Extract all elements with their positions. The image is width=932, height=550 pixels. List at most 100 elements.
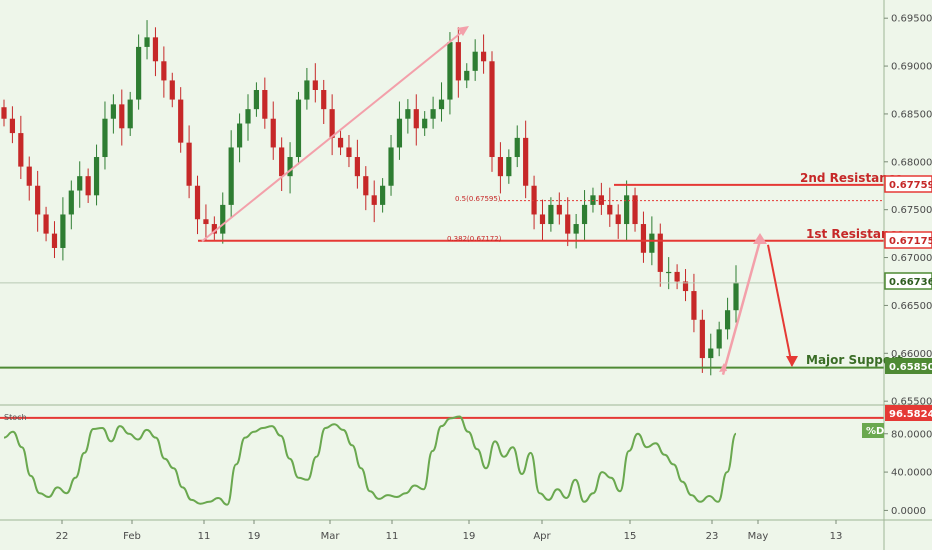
candle-body	[43, 214, 49, 234]
candle-body	[93, 157, 100, 196]
stoch-title: Stoch	[4, 413, 27, 422]
candle-body	[245, 109, 251, 124]
candle-body	[649, 233, 655, 253]
time-tick-label: 11	[386, 531, 399, 542]
candle-body	[573, 224, 579, 234]
price-tick-label: 0.69000	[891, 62, 932, 73]
time-tick-label: 19	[248, 531, 261, 542]
projection-down-line	[767, 244, 793, 366]
candle-body	[110, 104, 116, 119]
candle-body	[85, 176, 91, 196]
swing-arrow-head	[457, 26, 469, 36]
candle-body	[287, 157, 293, 177]
candle-body	[119, 104, 125, 129]
time-tick-label: Feb	[123, 531, 141, 542]
projection-low-head	[719, 363, 727, 372]
candle-body	[51, 233, 58, 248]
candle-body	[682, 281, 689, 292]
swing-arrow-line	[201, 27, 467, 243]
candle-body	[396, 118, 403, 148]
price-badge-res1: 0.67175	[889, 236, 932, 247]
candle-body	[615, 214, 621, 225]
time-tick-label: 22	[56, 531, 69, 542]
candle-body	[691, 291, 697, 320]
price-badge-last: 0.66736	[889, 277, 932, 288]
candle-body	[304, 80, 310, 100]
candle-body	[430, 109, 436, 119]
candle-body	[295, 99, 302, 158]
candle-body	[102, 118, 108, 158]
candle-body	[136, 46, 142, 100]
candle-body	[607, 204, 613, 215]
candles-group	[1, 20, 739, 376]
candle-body	[640, 224, 647, 253]
candle-body	[346, 147, 352, 158]
candle-body	[447, 42, 453, 100]
candle-body	[203, 219, 209, 225]
candle-body	[514, 137, 520, 158]
fib-05-label: 0.5(0.67595)	[455, 195, 501, 203]
candle-body	[144, 37, 150, 47]
time-tick-label: 11	[198, 531, 211, 542]
price-tick-label: 0.65500	[891, 397, 932, 408]
candle-body	[26, 166, 32, 186]
time-tick-label: 23	[706, 531, 719, 542]
candle-body	[18, 133, 24, 167]
candle-body	[329, 109, 335, 138]
candle-body	[632, 195, 638, 225]
candle-body	[152, 37, 159, 62]
time-tick-label: 13	[830, 531, 843, 542]
candle-body	[337, 137, 344, 148]
candle-body	[523, 137, 529, 186]
first-resistance-label: 1st Resistance	[806, 227, 905, 241]
time-tick-label: Apr	[533, 531, 551, 542]
price-tick-label: 0.67500	[891, 205, 932, 216]
fib-0382-label: 0.382(0.67172)	[447, 235, 502, 243]
price-tick-label: 0.67000	[891, 253, 932, 264]
stoch-group	[0, 415, 884, 506]
price-badge-res1-bg	[884, 231, 932, 249]
candle-body	[464, 70, 470, 81]
time-tick-label: 19	[463, 531, 476, 542]
stoch-line	[3, 415, 737, 506]
candle-body	[699, 319, 705, 359]
stoch-badge: 96.5824	[889, 409, 932, 420]
candle-body	[506, 157, 512, 177]
second-resistance-label: 2nd Resistance	[800, 171, 903, 185]
candle-body	[539, 214, 546, 225]
candle-body	[388, 147, 394, 186]
time-tick-label: Mar	[321, 531, 341, 542]
candle-body	[363, 176, 369, 196]
candle-body	[371, 195, 377, 205]
candle-body	[35, 185, 41, 215]
candle-body	[186, 142, 192, 186]
candle-body	[321, 90, 327, 110]
candle-body	[380, 185, 386, 205]
candle-body	[472, 51, 478, 71]
candle-body	[666, 271, 672, 274]
candle-body	[497, 157, 504, 177]
price-badge-res2-bg	[884, 175, 932, 193]
time-tick-label: 15	[624, 531, 637, 542]
candle-body	[455, 42, 461, 81]
price-tick-label: 0.66000	[891, 349, 932, 360]
candle-body	[1, 107, 7, 119]
candle-body	[262, 90, 268, 119]
candle-body	[77, 176, 83, 191]
candle-body	[220, 204, 226, 234]
stoch-tick-label: 0.0000	[891, 506, 926, 517]
stoch-badge-bg	[885, 405, 932, 421]
candle-body	[716, 329, 722, 349]
candle-body	[556, 204, 562, 215]
candle-body	[581, 204, 588, 225]
candle-body	[674, 271, 680, 282]
candle-body	[733, 282, 739, 311]
levels-group	[0, 26, 884, 375]
candle-body	[708, 348, 714, 359]
candle-body	[724, 310, 731, 330]
projection-down-head	[786, 356, 798, 367]
candle-body	[161, 61, 167, 81]
candle-body	[253, 90, 260, 110]
